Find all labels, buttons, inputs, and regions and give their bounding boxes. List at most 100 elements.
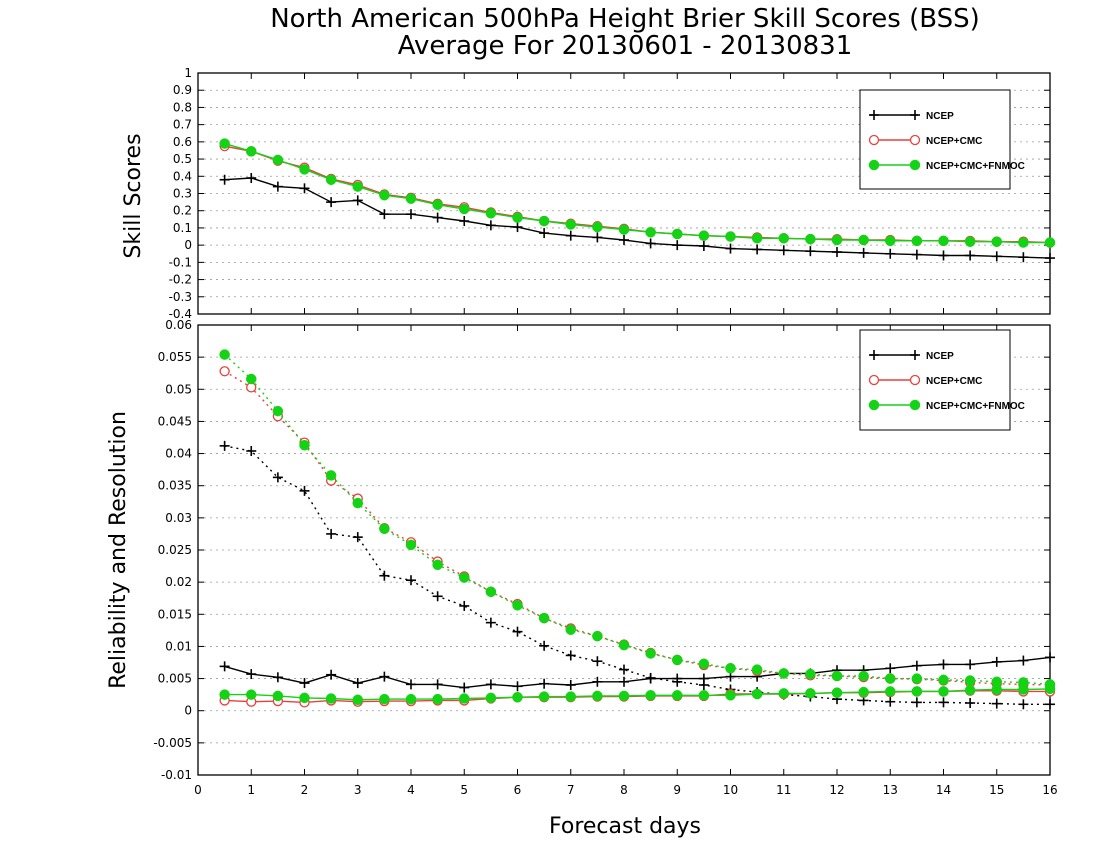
y-tick-label-bss: 0.6 — [173, 135, 192, 149]
legend-marker-right — [909, 159, 921, 171]
legend-marker-left — [868, 134, 880, 146]
data-point-ncep_cmc_fnmoc — [672, 690, 683, 701]
data-point-ncep — [645, 673, 656, 684]
y-tick-label-bss: 0.4 — [173, 169, 192, 183]
y-tick-label-relres: 0.06 — [165, 318, 192, 332]
y-tick-label-bss: 0.2 — [173, 204, 192, 218]
legend-bss: NCEP NCEP+CMC NCEP+CMC+FNMOC — [859, 89, 1025, 190]
series-ncep-solid-bss — [219, 173, 1055, 264]
data-point-ncep_cmc_fnmoc — [405, 539, 417, 551]
data-point-ncep_cmc_fnmoc — [485, 208, 497, 219]
x-tick-label: 7 — [567, 783, 575, 797]
data-point-ncep — [432, 212, 443, 223]
data-point-ncep_cmc_fnmoc — [352, 694, 363, 706]
legend-item-ncep_cmc: NCEP+CMC — [868, 374, 982, 387]
data-point-ncep — [752, 244, 763, 255]
data-point-ncep_cmc_fnmoc — [299, 164, 310, 175]
data-point-ncep_cmc_fnmoc — [618, 690, 630, 702]
data-point-ncep_cmc_fnmoc — [672, 654, 683, 666]
data-point-ncep — [246, 446, 257, 456]
data-point-ncep_cmc_fnmoc — [459, 572, 470, 583]
data-point-ncep_cmc_fnmoc — [325, 174, 337, 185]
data-point-ncep_cmc_fnmoc — [698, 658, 710, 670]
data-point-ncep — [619, 676, 629, 687]
x-tick-label: 0 — [194, 783, 202, 797]
data-point-ncep — [991, 698, 1002, 709]
data-point-ncep — [1045, 699, 1055, 710]
data-point-ncep_cmc_fnmoc — [246, 689, 257, 700]
data-point-ncep — [272, 181, 283, 192]
y-tick-label-bss: 0.8 — [173, 100, 192, 114]
data-point-ncep — [219, 440, 230, 451]
x-tick-label: 3 — [354, 783, 362, 797]
data-point-ncep — [911, 660, 922, 671]
series-ncep_cmc_fnmoc-solid-relres — [219, 683, 1056, 706]
data-point-ncep — [725, 243, 736, 254]
data-point-ncep_cmc_fnmoc — [751, 688, 763, 700]
data-point-ncep_cmc_fnmoc — [831, 670, 843, 682]
reliability-resolution-panel: -0.01 -0.005 0 0.005 0.01 0.015 0.02 0.025 0.03 0… — [153, 318, 1057, 797]
legend-label: NCEP+CMC+FNMOC — [926, 161, 1025, 172]
data-point-ncep_cmc_fnmoc — [858, 686, 869, 698]
y-tick-label-relres: -0.01 — [161, 768, 192, 782]
data-point-ncep — [778, 245, 789, 256]
data-point-ncep_cmc_fnmoc — [538, 612, 550, 624]
y-tick-label-relres: 0.055 — [158, 350, 192, 364]
x-tick-label: 16 — [1042, 783, 1057, 797]
data-point-ncep — [645, 238, 656, 249]
data-point-ncep_cmc_fnmoc — [246, 373, 257, 385]
data-point-ncep — [326, 669, 337, 680]
data-point-ncep — [406, 679, 416, 690]
y-tick-label-bss: -0.1 — [169, 255, 192, 269]
data-point-ncep — [565, 650, 576, 661]
data-point-ncep_cmc_fnmoc — [299, 439, 310, 451]
data-point-ncep — [698, 673, 709, 684]
data-point-ncep — [539, 228, 550, 239]
data-point-ncep — [592, 676, 603, 687]
data-point-ncep — [352, 532, 363, 543]
y-tick-label-bss: -0.2 — [169, 273, 192, 287]
y-tick-label-bss: -0.3 — [169, 290, 192, 304]
data-point-ncep_cmc_fnmoc — [1018, 237, 1029, 248]
data-point-ncep — [1018, 252, 1029, 263]
data-point-ncep_cmc_fnmoc — [645, 690, 656, 701]
data-point-ncep_cmc_fnmoc — [805, 688, 816, 699]
data-point-ncep — [379, 209, 390, 220]
data-point-ncep_cmc_fnmoc — [379, 693, 390, 705]
data-point-ncep — [299, 485, 310, 496]
data-point-ncep_cmc_fnmoc — [459, 203, 470, 215]
data-point-ncep_cmc_fnmoc — [805, 668, 816, 680]
data-point-ncep_cmc_fnmoc — [538, 215, 550, 227]
data-point-ncep — [938, 250, 949, 261]
data-point-ncep_cmc_fnmoc — [725, 663, 736, 674]
data-point-ncep_cmc_fnmoc — [379, 523, 390, 535]
y-tick-label-relres: 0.025 — [158, 543, 192, 557]
data-point-ncep_cmc_fnmoc — [778, 233, 789, 244]
data-point-ncep — [246, 173, 257, 184]
data-point-ncep — [672, 673, 683, 684]
data-point-ncep_cmc_fnmoc — [618, 224, 630, 235]
data-point-ncep — [1018, 699, 1029, 710]
legend-marker-left — [869, 350, 879, 360]
legend-label: NCEP+CMC+FNMOC — [926, 401, 1025, 412]
data-point-ncep_cmc_fnmoc — [1044, 237, 1056, 248]
data-point-ncep_cmc_fnmoc — [938, 235, 949, 247]
data-point-ncep — [885, 248, 896, 259]
data-point-ncep_cmc_fnmoc — [459, 693, 470, 704]
data-point-ncep — [406, 575, 416, 586]
data-point-ncep_cmc_fnmoc — [299, 692, 310, 704]
x-tick-label: 5 — [460, 783, 468, 797]
legend-label: NCEP+CMC — [926, 376, 982, 387]
data-point-ncep — [459, 216, 470, 227]
series-ncep-solid-relres — [219, 652, 1055, 693]
legend-marker-right — [910, 110, 920, 120]
data-point-ncep_cmc_fnmoc — [219, 138, 230, 149]
x-tick-label: 4 — [407, 783, 415, 797]
data-point-ncep — [512, 222, 523, 233]
y-tick-label-relres: 0.02 — [165, 575, 192, 589]
data-point-ncep — [272, 672, 283, 683]
legend-marker-right — [909, 374, 921, 386]
y-tick-label-bss: -0.4 — [169, 307, 192, 321]
x-tick-label: 13 — [883, 783, 898, 797]
chart-subtitle: Average For 20130601 - 20130831 — [398, 31, 853, 61]
